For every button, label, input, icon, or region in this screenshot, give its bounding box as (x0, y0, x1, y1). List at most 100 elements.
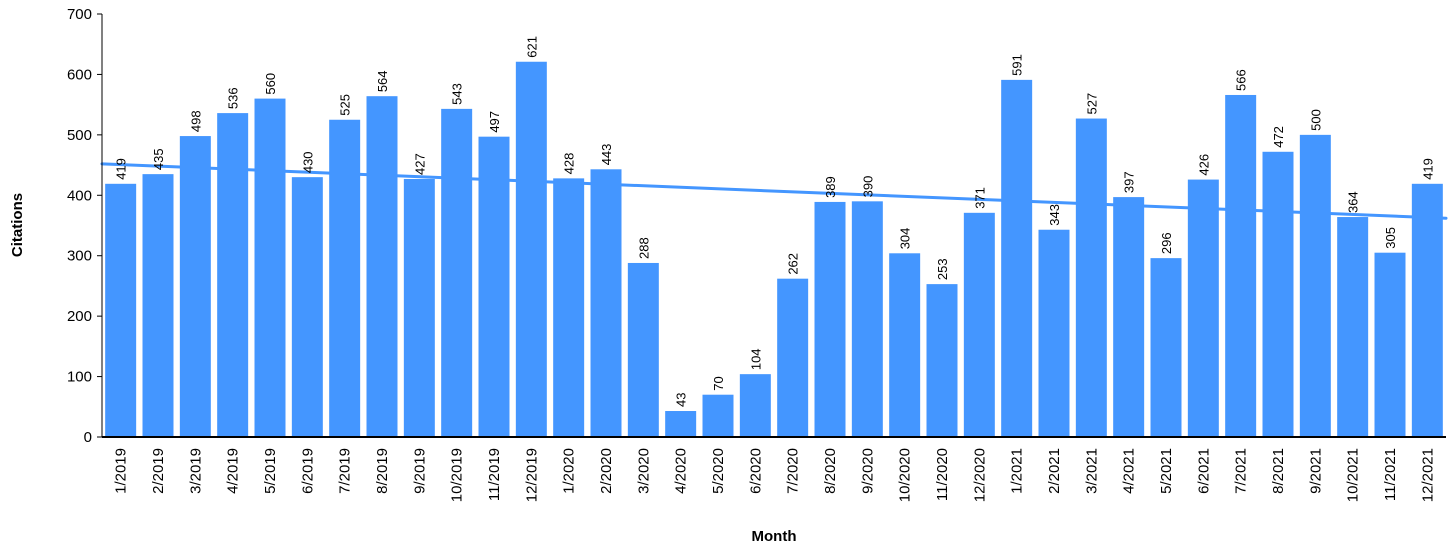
x-tick-label: 6/2019 (299, 448, 316, 494)
bar-value-label: 389 (823, 176, 838, 198)
bar-value-label: 343 (1047, 204, 1062, 226)
y-axis-title: Citations (9, 193, 26, 257)
x-tick-label: 7/2021 (1233, 448, 1250, 494)
bar (851, 201, 883, 437)
bar (1038, 229, 1070, 437)
bar-value-label: 419 (114, 158, 129, 180)
bar (142, 174, 174, 437)
x-tick-label: 7/2019 (337, 448, 354, 494)
y-tick-label: 700 (67, 6, 92, 23)
bar (1075, 118, 1107, 437)
x-tick-label: 9/2020 (859, 448, 876, 494)
bar-value-label: 296 (1159, 232, 1174, 254)
bars-group (105, 61, 1443, 438)
bar (1113, 197, 1145, 437)
bar-value-label: 390 (860, 176, 875, 198)
x-tick-label: 3/2020 (635, 448, 652, 494)
x-tick-label: 1/2021 (1009, 448, 1026, 494)
bar (515, 61, 547, 437)
x-tick-label: 2/2021 (1046, 448, 1063, 494)
bar-value-label: 419 (1420, 158, 1435, 180)
bar (217, 113, 249, 438)
x-tick-label: 4/2021 (1121, 448, 1138, 494)
tick-labels-group: 1/2019 2/2019 3/2019 4/2019 5/2019 6/2019 7/20… (67, 6, 1436, 502)
bar (665, 411, 697, 437)
bar-value-label: 70 (711, 376, 726, 390)
x-tick-label: 8/2020 (822, 448, 839, 494)
bar-value-label: 543 (450, 83, 465, 105)
bar (329, 119, 361, 437)
bar-value-label: 500 (1308, 109, 1323, 131)
bar (403, 178, 435, 437)
y-tick-label: 400 (67, 187, 92, 204)
x-tick-label: 7/2020 (785, 448, 802, 494)
y-tick-label: 500 (67, 127, 92, 144)
x-tick-label: 4/2020 (673, 448, 690, 494)
bar (1299, 134, 1331, 437)
x-tick-label: 8/2019 (374, 448, 391, 494)
x-tick-label: 12/2020 (971, 448, 988, 502)
x-tick-label: 10/2019 (449, 448, 466, 502)
x-axis-title: Month (752, 528, 797, 545)
bar-value-label: 443 (599, 144, 614, 166)
bar (1411, 183, 1443, 437)
x-tick-label: 5/2020 (710, 448, 727, 494)
bar (963, 212, 995, 437)
y-tick-label: 300 (67, 248, 92, 265)
bar-value-label: 371 (972, 187, 987, 209)
x-tick-label: 6/2020 (747, 448, 764, 494)
bar-value-label: 560 (263, 73, 278, 95)
x-tick-label: 10/2021 (1345, 448, 1362, 502)
bar-value-label: 305 (1383, 227, 1398, 249)
bar (590, 169, 622, 437)
trendline-group (100, 162, 1448, 220)
bar (254, 98, 286, 437)
x-tick-label: 6/2021 (1195, 448, 1212, 494)
bar (777, 278, 809, 437)
x-tick-label: 3/2021 (1083, 448, 1100, 494)
x-tick-label: 10/2020 (897, 448, 914, 502)
bar (291, 177, 323, 437)
bar (179, 136, 211, 437)
x-tick-label: 9/2021 (1307, 448, 1324, 494)
bar (889, 253, 921, 437)
x-tick-label: 5/2019 (262, 448, 279, 494)
bar (1337, 217, 1369, 437)
bar (1187, 179, 1219, 437)
bar-value-label: 525 (338, 94, 353, 116)
bar-value-label: 397 (1122, 171, 1137, 193)
bar (1262, 151, 1294, 437)
bar (1150, 258, 1182, 437)
bar (1225, 94, 1257, 437)
bar-value-label: 262 (786, 253, 801, 275)
x-tick-label: 1/2019 (113, 448, 130, 494)
bar-value-label: 497 (487, 111, 502, 133)
bar-value-label: 536 (226, 87, 241, 109)
y-tick-label: 600 (67, 66, 92, 83)
bar (366, 96, 398, 437)
bar-value-label: 427 (412, 153, 427, 175)
bar-value-label: 566 (1234, 69, 1249, 91)
bar-value-label: 43 (674, 393, 689, 407)
y-tick-label: 100 (67, 369, 92, 386)
x-tick-label: 11/2020 (934, 448, 951, 501)
bar-value-label: 621 (524, 36, 539, 58)
y-tick-label: 200 (67, 308, 92, 325)
bar (702, 394, 734, 437)
bar (553, 178, 585, 437)
bar-value-label: 104 (748, 348, 763, 370)
x-tick-label: 8/2021 (1270, 448, 1287, 494)
bar-value-label: 253 (935, 258, 950, 280)
bar (441, 108, 473, 437)
bar (1001, 79, 1033, 438)
bar-value-label: 426 (1196, 154, 1211, 176)
bar-value-label: 564 (375, 70, 390, 92)
bar-value-label: 591 (1010, 54, 1025, 76)
x-tick-label: 3/2019 (187, 448, 204, 494)
bar (478, 136, 510, 438)
y-tick-label: 0 (84, 429, 92, 446)
x-tick-label: 11/2019 (486, 448, 503, 501)
bar-value-label: 364 (1346, 191, 1361, 213)
x-tick-label: 12/2021 (1419, 448, 1436, 502)
